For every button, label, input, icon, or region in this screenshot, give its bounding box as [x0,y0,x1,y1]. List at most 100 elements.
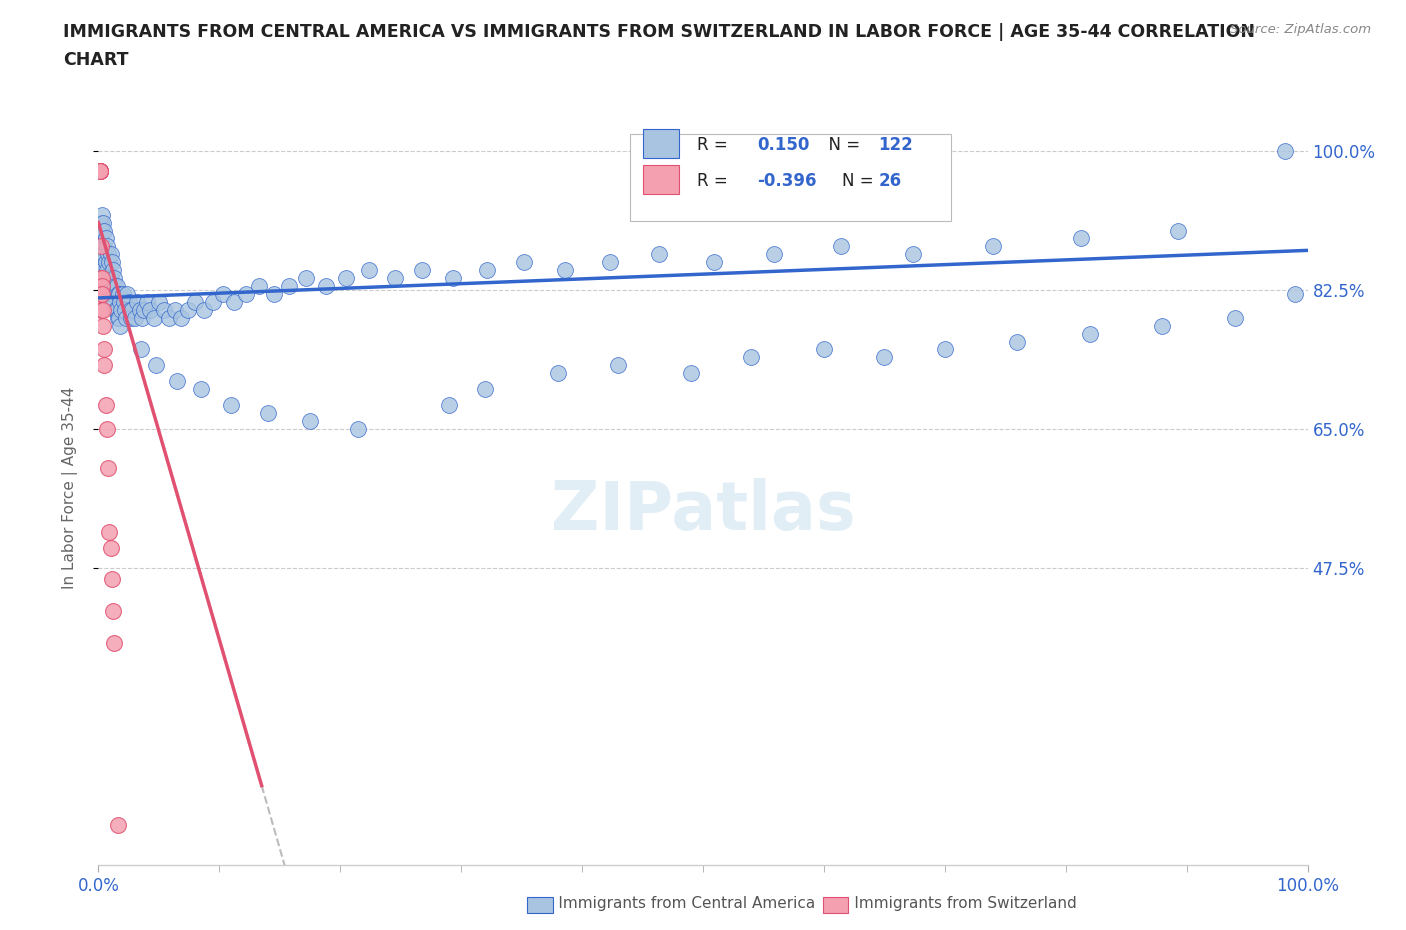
Point [103,271,125,286]
Point [1078,326,1101,341]
Point [703,255,725,270]
Point [93,246,115,261]
Point [96,279,118,294]
Point [411,263,433,278]
Point [124,311,146,325]
Text: N =: N = [818,136,865,153]
Point [97,461,120,476]
Point [114,302,136,317]
Point [91,255,114,270]
Point [93,223,115,238]
Point [1167,223,1189,238]
Point [89,239,111,254]
Point [763,246,786,261]
Point [96,263,118,278]
Point [135,295,157,310]
Point [121,302,143,317]
Point [91,302,114,317]
Point [89,164,111,179]
Point [222,295,245,310]
Point [193,302,215,317]
Point [299,414,322,429]
Point [100,271,122,286]
Point [513,255,536,270]
Point [90,255,112,270]
Point [90,286,112,301]
Point [90,302,112,317]
Point [89,164,111,179]
FancyBboxPatch shape [643,129,679,158]
Point [813,342,835,357]
Point [184,295,207,310]
Point [148,295,170,310]
Point [104,302,127,317]
Point [554,263,576,278]
Point [91,318,114,333]
Point [91,207,114,222]
Point [97,246,120,261]
Point [599,255,621,270]
Point [1152,318,1174,333]
Y-axis label: In Labor Force | Age 35-44: In Labor Force | Age 35-44 [62,387,77,590]
Point [91,271,114,286]
Point [134,302,156,317]
Text: -0.396: -0.396 [758,172,817,190]
FancyBboxPatch shape [630,134,950,220]
Point [94,279,117,294]
Point [100,572,122,587]
Point [129,342,152,357]
Point [112,295,135,310]
Text: 26: 26 [879,172,901,190]
Point [679,365,702,380]
Point [830,239,852,254]
Point [107,286,129,301]
Point [103,635,125,650]
Point [177,302,200,317]
Point [115,311,138,325]
Point [89,164,111,179]
Point [235,286,257,301]
Point [335,271,357,286]
Point [263,286,285,301]
Point [94,397,117,412]
Point [648,246,671,261]
Point [90,239,112,254]
Point [89,164,111,179]
Point [97,271,120,286]
Point [474,381,496,396]
Point [90,215,112,230]
Point [221,397,243,412]
Point [547,365,569,380]
Point [90,239,112,254]
Point [145,358,167,373]
Point [903,246,925,261]
Point [93,271,115,286]
Point [128,302,150,317]
Point [91,286,114,301]
Point [475,263,498,278]
Point [89,255,111,270]
Point [108,295,131,310]
Point [93,358,115,373]
Point [105,279,128,294]
Point [169,311,191,325]
Point [120,311,142,325]
Point [127,295,149,310]
Point [94,231,117,246]
Point [91,263,114,278]
Point [131,311,153,325]
Point [295,271,318,286]
Point [190,381,212,396]
Point [94,255,117,270]
Point [163,302,186,317]
Point [139,302,162,317]
Point [91,239,114,254]
Point [118,302,141,317]
Point [100,286,122,301]
Point [104,279,127,294]
Point [315,279,337,294]
Point [96,239,118,254]
Point [934,342,956,357]
Point [278,279,301,294]
Text: Source: ZipAtlas.com: Source: ZipAtlas.com [1230,23,1371,36]
